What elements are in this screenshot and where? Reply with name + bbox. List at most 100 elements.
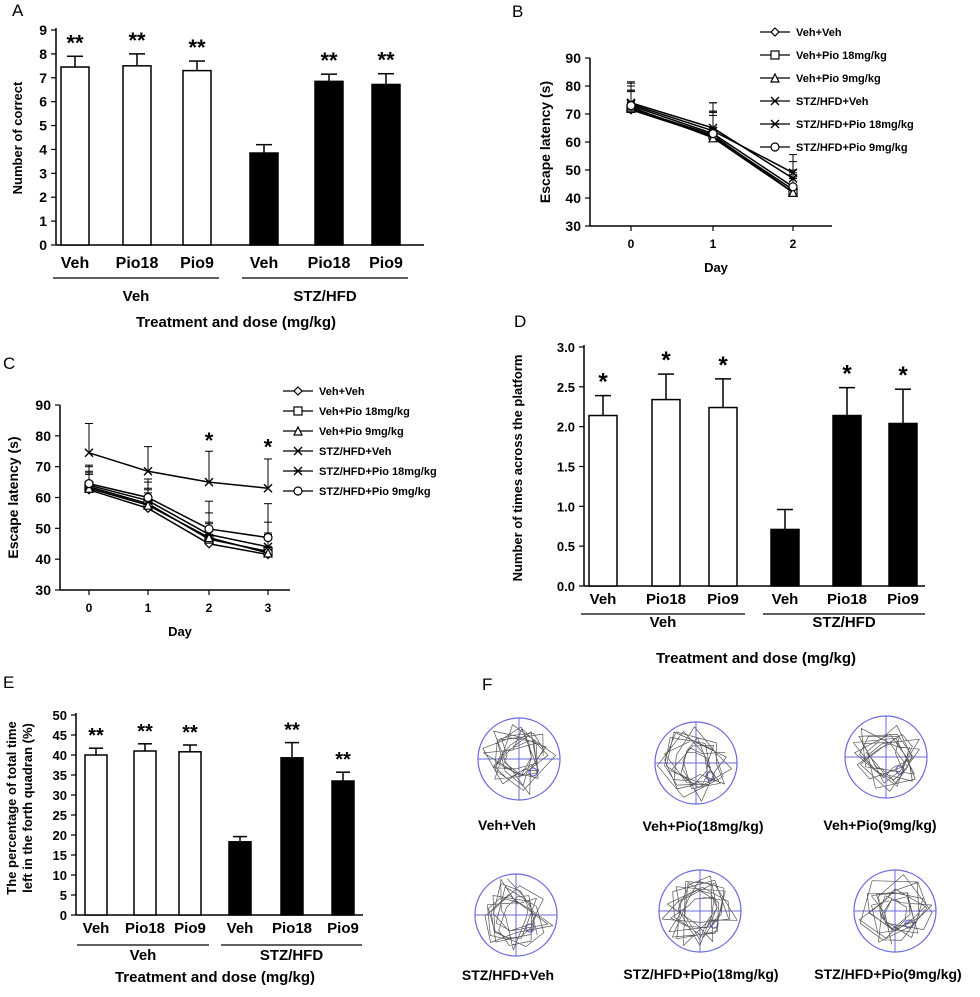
x-tick-label: 2: [206, 601, 213, 615]
category-label: Pio9: [369, 255, 403, 272]
marker: [204, 532, 214, 543]
swim-pool-3: Veh+Pio(9mg/kg): [823, 715, 937, 833]
marker: [293, 446, 303, 456]
swim-path: [852, 724, 920, 792]
group-label: Veh: [123, 288, 150, 305]
category-label: Pio18: [308, 255, 351, 272]
category-label: Veh: [250, 255, 278, 272]
y-tick-label: 60: [565, 134, 581, 150]
bar: [770, 528, 800, 587]
legend-label: STZ/HFD+Pio 9mg/kg: [319, 486, 431, 498]
y-tick-label: 2.5: [557, 380, 575, 395]
marker: [293, 386, 303, 396]
category-label: Pio9: [174, 920, 206, 937]
category-label: Pio18: [827, 591, 867, 608]
swim-pool-1: Veh+Veh: [477, 717, 561, 833]
bar: [708, 406, 738, 587]
marker: [263, 483, 273, 493]
series: [626, 89, 798, 197]
bar: [249, 152, 279, 246]
x-tick-label: 3: [265, 601, 272, 615]
y-axis-title: Escape latency (s): [537, 81, 553, 203]
legend-label: STZ/HFD+Pio 18mg/kg: [319, 466, 437, 478]
significance-mark: **: [284, 720, 300, 742]
swim-pool-4: STZ/HFD+Veh: [462, 873, 558, 983]
category-label: Veh: [61, 255, 89, 272]
legend-label: Veh+Pio 9mg/kg: [796, 73, 881, 85]
y-tick-label: 3: [39, 165, 47, 181]
bar: [182, 69, 212, 246]
significance-mark: *: [205, 428, 214, 453]
series: [84, 466, 273, 552]
marker: [626, 100, 636, 111]
marker: [263, 547, 273, 558]
y-axis-title: The percentage of total time: [4, 721, 19, 894]
marker: [293, 425, 303, 436]
y-tick-label: 30: [53, 788, 67, 803]
group-label: Veh: [130, 947, 157, 964]
y-tick-label: 40: [35, 551, 51, 567]
category-label: Pio18: [272, 920, 312, 937]
swim-pool-6: STZ/HFD+Pio(9mg/kg): [814, 869, 962, 982]
significance-mark: *: [264, 434, 273, 459]
series-line: [88, 482, 269, 539]
bar: [314, 80, 344, 246]
y-tick-label: 0.5: [557, 539, 575, 554]
swim-path-label: STZ/HFD+Veh: [462, 967, 554, 983]
swim-path: [482, 724, 557, 795]
marker: [84, 479, 94, 489]
x-tick-label: 1: [145, 601, 152, 615]
y-tick-label: 1.0: [557, 499, 575, 514]
y-tick-label: 15: [53, 848, 67, 863]
y-tick-label: 2: [39, 189, 47, 205]
marker: [293, 406, 303, 416]
swim-path: [657, 726, 732, 802]
category-label: Pio9: [327, 920, 359, 937]
y-tick-label: 90: [565, 50, 581, 66]
significance-mark: *: [598, 369, 608, 396]
panel-label-D: D: [514, 312, 526, 331]
legend-label: Veh+Veh: [319, 386, 365, 398]
legend-label: Veh+Pio 18mg/kg: [319, 406, 410, 418]
y-tick-label: 7: [39, 70, 47, 86]
legend-label: Veh+Pio 9mg/kg: [319, 426, 404, 438]
category-label: Veh: [83, 920, 110, 937]
marker: [143, 499, 153, 510]
y-tick-label: 0: [39, 237, 47, 253]
series: [626, 91, 798, 197]
x-tick-label: 0: [628, 237, 635, 251]
x-axis-title: Day: [168, 624, 193, 639]
significance-mark: **: [182, 722, 198, 744]
category-label: Veh: [590, 591, 617, 608]
marker: [788, 187, 798, 197]
x-axis-title: Treatment and dose (mg/kg): [115, 969, 315, 986]
significance-mark: **: [137, 721, 153, 743]
y-tick-label: 50: [565, 162, 581, 178]
marker: [143, 466, 153, 476]
significance-mark: **: [66, 30, 84, 55]
y-tick-label: 1.5: [557, 460, 575, 475]
significance-mark: *: [842, 361, 852, 388]
marker: [84, 482, 94, 493]
swim-path: [661, 875, 738, 946]
panel-label-E: E: [3, 673, 14, 692]
marker: [263, 532, 273, 543]
significance-mark: **: [320, 48, 338, 73]
chart-D: 0.0 0.5 1.0 1.5 2.0 2.5 3.0 * Veh * Pio18 * Pio9 Veh *…: [510, 340, 925, 667]
significance-mark: **: [128, 28, 146, 53]
y-tick-label: 60: [35, 490, 51, 506]
chart-B: 30 40 50 60 70 80 90 0 1 2 Veh+Veh Veh+Pio 18mg/kg V…: [537, 27, 914, 275]
category-label: Pio18: [646, 591, 686, 608]
bar: [60, 66, 90, 246]
marker: [770, 142, 780, 152]
bar: [280, 757, 304, 916]
group-label: STZ/HFD: [293, 288, 356, 305]
y-tick-label: 3.0: [557, 340, 575, 355]
marker: [204, 524, 214, 534]
significance-mark: *: [898, 362, 908, 389]
y-tick-label: 80: [565, 78, 581, 94]
y-tick-label: 9: [39, 22, 47, 38]
x-tick-label: 2: [790, 237, 797, 251]
category-label: Veh: [227, 920, 254, 937]
y-tick-label: 0: [60, 908, 67, 923]
